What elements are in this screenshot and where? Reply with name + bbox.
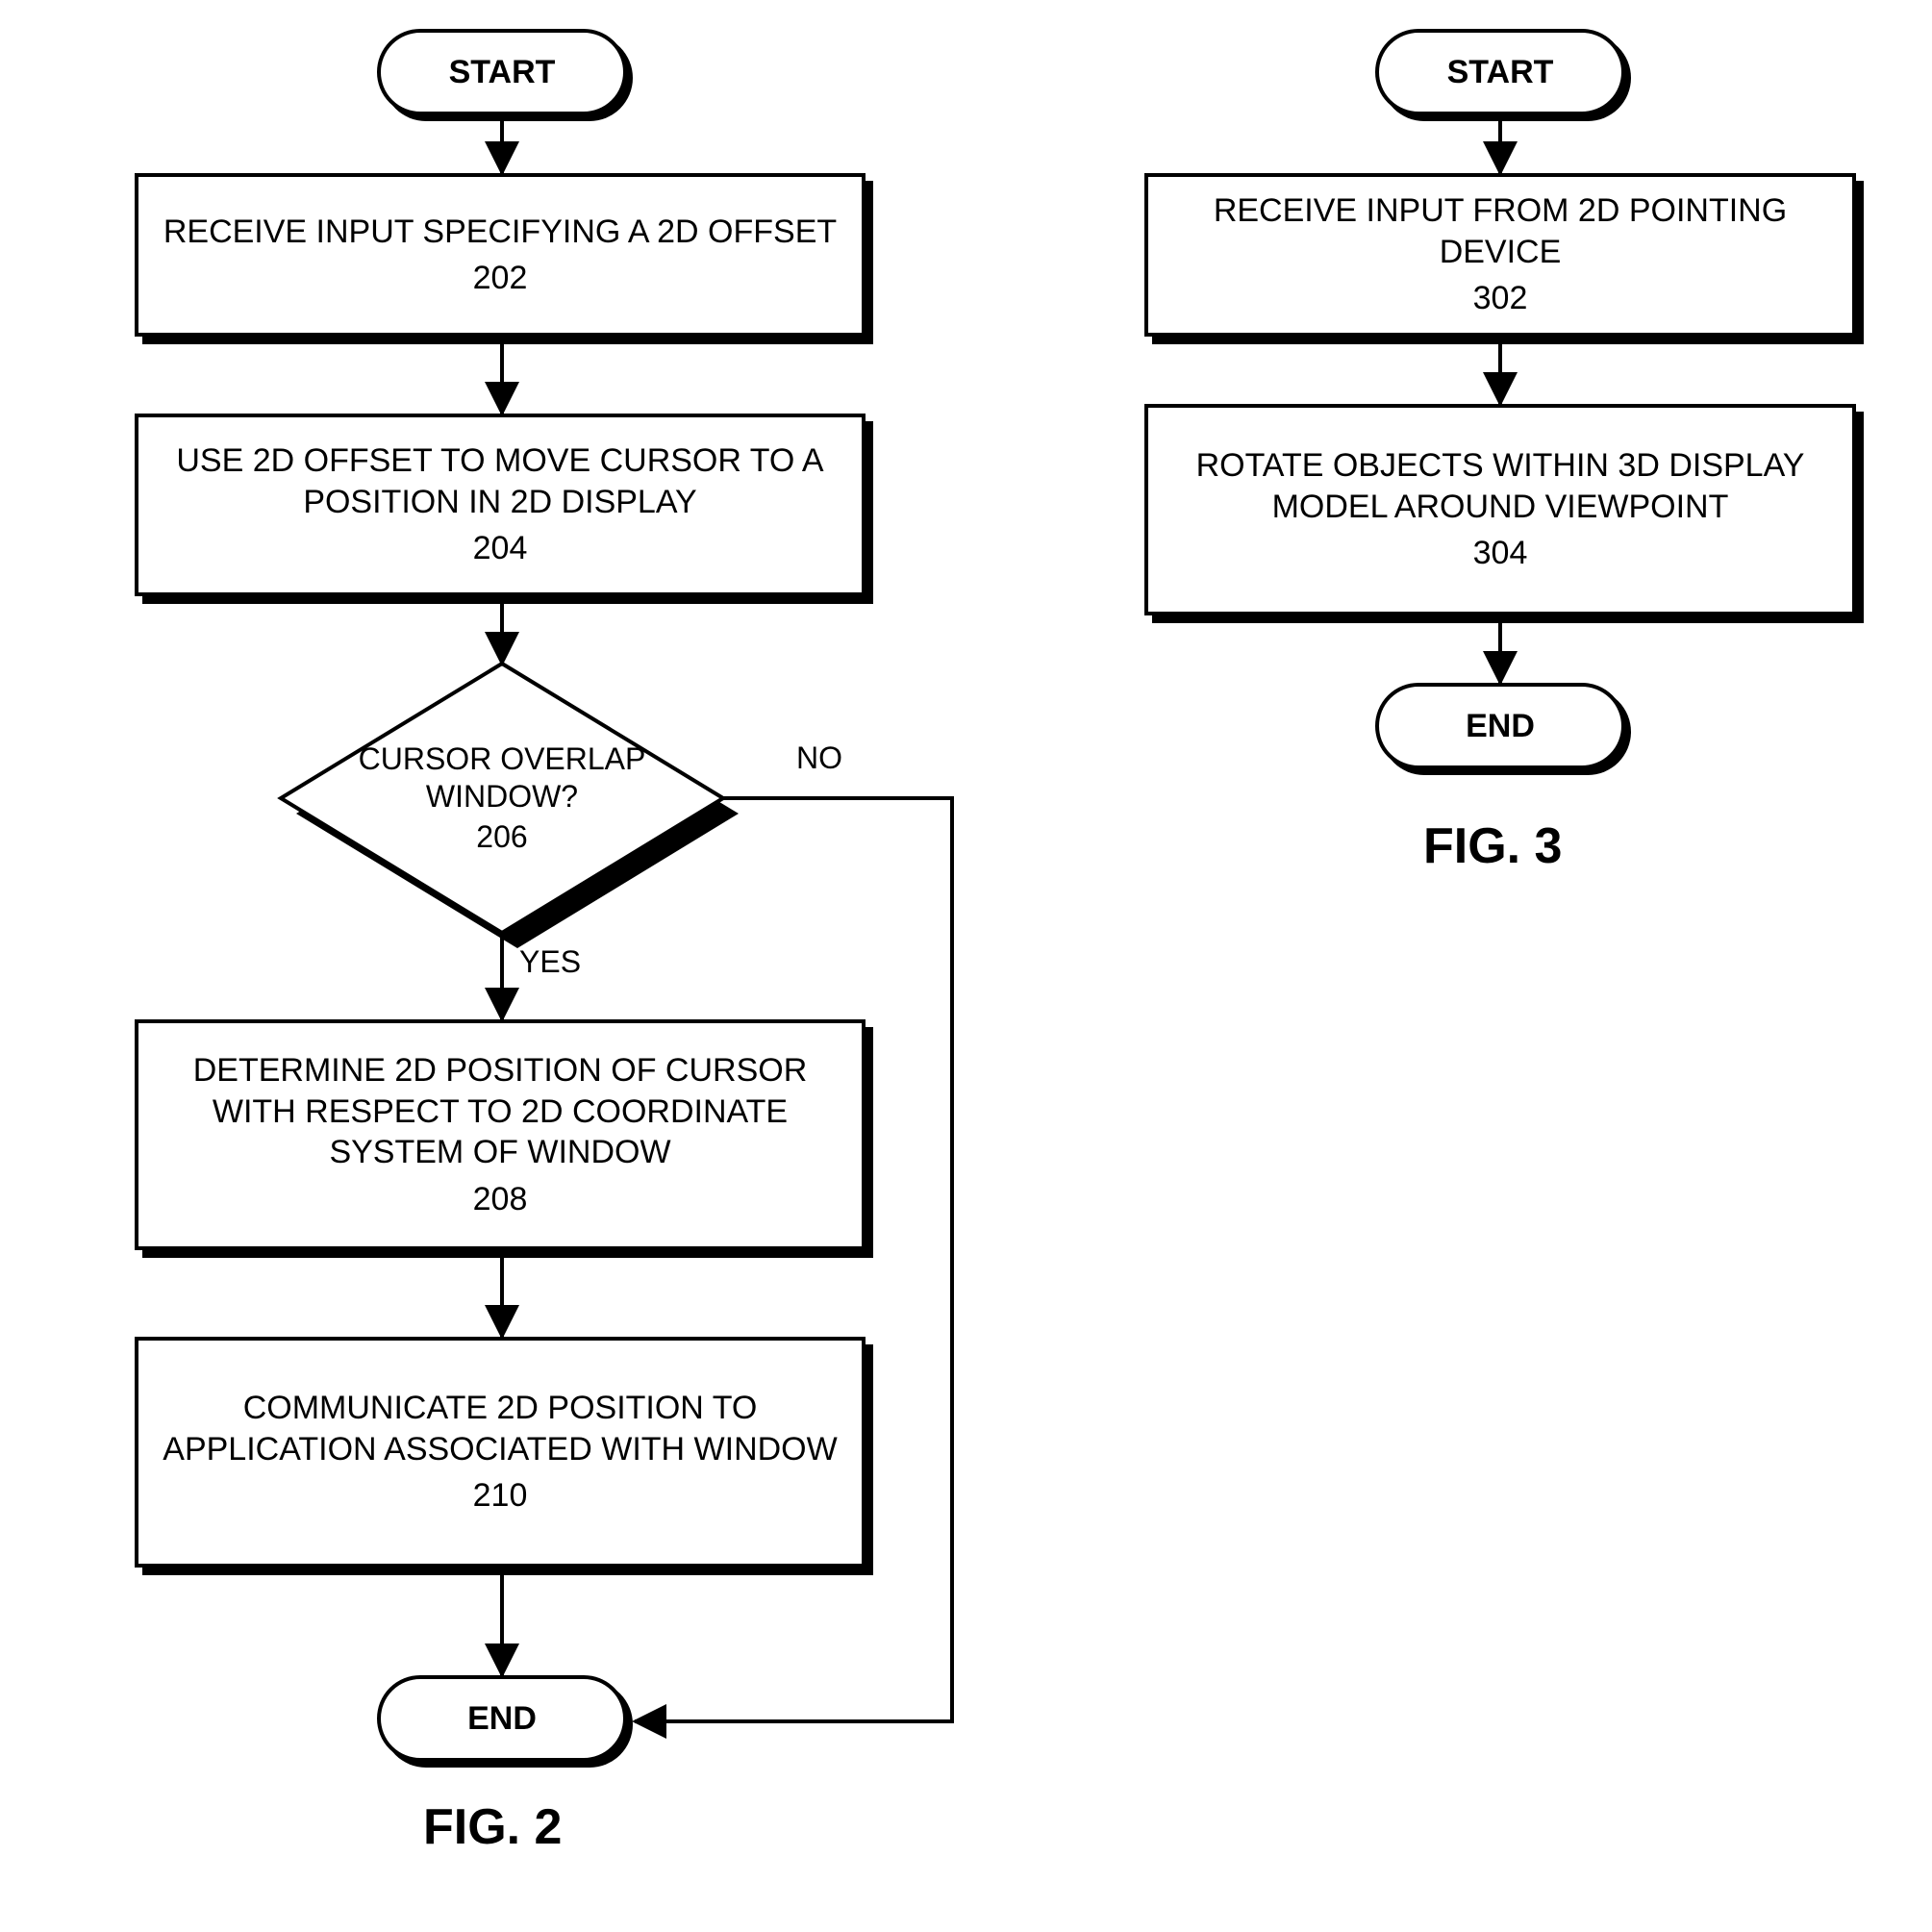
fig2-decision-206-text: CURSOR OVERLAP WINDOW?	[358, 740, 646, 815]
fig3-step-304-num: 304	[1473, 533, 1528, 574]
fig2-end-label: END	[467, 1700, 537, 1738]
fig2-start-label: START	[449, 54, 556, 91]
fig2-step-204-num: 204	[473, 528, 528, 569]
fig2-decision-206: CURSOR OVERLAP WINDOW? 206	[281, 664, 723, 933]
fig2-step-204: USE 2D OFFSET TO MOVE CURSOR TO A POSITI…	[135, 414, 866, 596]
fig2-step-210: COMMUNICATE 2D POSITION TO APPLICATION A…	[135, 1337, 866, 1568]
fig2-edge-yes-label: YES	[519, 944, 581, 980]
fig3-step-304-text: ROTATE OBJECTS WITHIN 3D DISPLAY MODEL A…	[1167, 445, 1833, 527]
fig3-step-304: ROTATE OBJECTS WITHIN 3D DISPLAY MODEL A…	[1144, 404, 1856, 615]
fig2-step-208-text: DETERMINE 2D POSITION OF CURSOR WITH RES…	[158, 1050, 842, 1173]
fig3-end-terminator: END	[1375, 683, 1625, 769]
fig3-start-label: START	[1447, 54, 1554, 91]
fig3-caption: FIG. 3	[1423, 817, 1562, 875]
fig2-start-terminator: START	[377, 29, 627, 115]
fig2-step-202: RECEIVE INPUT SPECIFYING A 2D OFFSET 202	[135, 173, 866, 337]
fig2-caption: FIG. 2	[423, 1798, 562, 1856]
fig2-end-terminator: END	[377, 1675, 627, 1762]
fig2-step-202-text: RECEIVE INPUT SPECIFYING A 2D OFFSET	[163, 212, 837, 253]
fig2-step-210-text: COMMUNICATE 2D POSITION TO APPLICATION A…	[158, 1388, 842, 1469]
diagram-canvas: START RECEIVE INPUT SPECIFYING A 2D OFFS…	[0, 0, 1932, 1932]
fig3-start-terminator: START	[1375, 29, 1625, 115]
fig2-step-210-num: 210	[473, 1475, 528, 1517]
fig2-decision-206-num: 206	[476, 818, 527, 855]
fig3-step-302-text: RECEIVE INPUT FROM 2D POINTING DEVICE	[1167, 190, 1833, 272]
fig2-step-208: DETERMINE 2D POSITION OF CURSOR WITH RES…	[135, 1019, 866, 1250]
fig3-step-302-num: 302	[1473, 278, 1528, 319]
fig2-step-202-num: 202	[473, 258, 528, 299]
fig2-step-204-text: USE 2D OFFSET TO MOVE CURSOR TO A POSITI…	[158, 440, 842, 522]
fig2-step-208-num: 208	[473, 1179, 528, 1220]
fig3-end-label: END	[1466, 708, 1535, 745]
fig2-edge-no-label: NO	[796, 740, 842, 776]
fig3-step-302: RECEIVE INPUT FROM 2D POINTING DEVICE 30…	[1144, 173, 1856, 337]
